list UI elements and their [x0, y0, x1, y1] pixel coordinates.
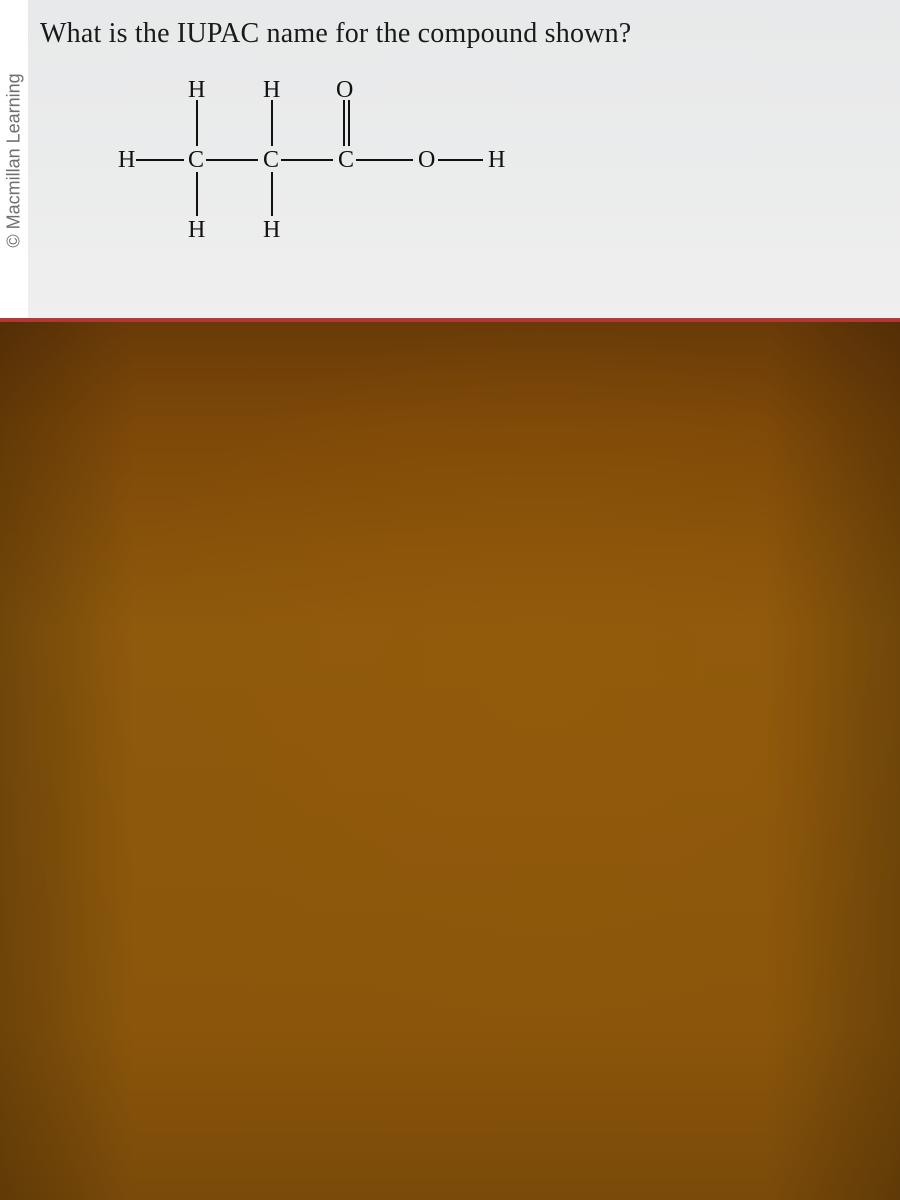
atom-h-top-c2: H: [263, 78, 280, 102]
chemical-structure: H H O H C C C O H H H: [88, 60, 518, 250]
atom-c3: C: [338, 148, 354, 172]
bond-c1-c2: [206, 159, 258, 161]
atom-h-top-c1: H: [188, 78, 205, 102]
bond-c1-hbot: [196, 172, 198, 216]
atom-c2: C: [263, 148, 279, 172]
atom-h-right: H: [488, 148, 505, 172]
atom-h-bot-c2: H: [263, 218, 280, 242]
atom-o-right: O: [418, 148, 435, 172]
bond-c2-hbot: [271, 172, 273, 216]
atom-h-bot-c1: H: [188, 218, 205, 242]
bond-c1-htop: [196, 100, 198, 146]
copyright-text: © Macmillan Learning: [4, 73, 25, 247]
atom-c1: C: [188, 148, 204, 172]
bond-c2-c3: [281, 159, 333, 161]
bond-h-c1: [136, 159, 184, 161]
bond-o-h: [438, 159, 483, 161]
copyright-strip: © Macmillan Learning: [0, 0, 28, 320]
bond-c2-htop: [271, 100, 273, 146]
lower-panel: [0, 322, 900, 1200]
bond-c3-o: [356, 159, 413, 161]
page: © Macmillan Learning What is the IUPAC n…: [0, 0, 900, 1200]
atom-h-left: H: [118, 148, 135, 172]
bond-c3-o-double: [343, 100, 350, 146]
atom-o-top: O: [336, 78, 353, 102]
question-text: What is the IUPAC name for the compound …: [40, 18, 876, 50]
question-area: What is the IUPAC name for the compound …: [28, 0, 900, 320]
